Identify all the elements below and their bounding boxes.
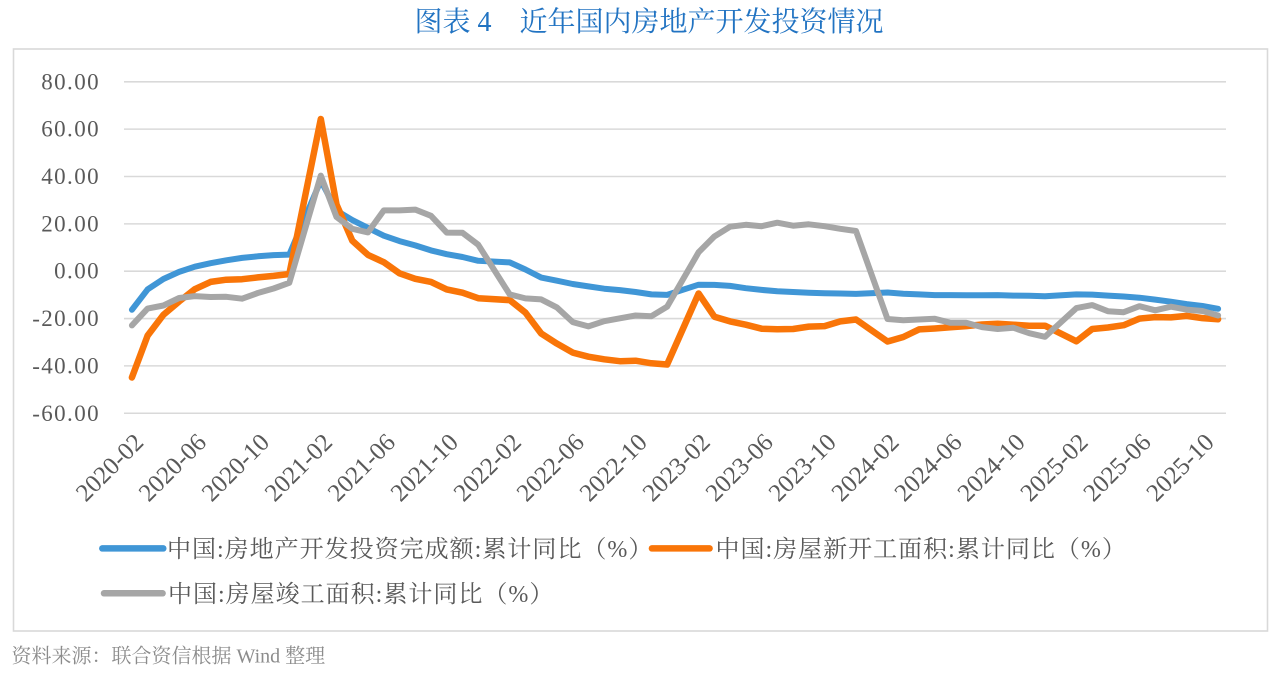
svg-text:2021-02: 2021-02 (260, 429, 338, 507)
svg-text:2024-10: 2024-10 (953, 429, 1031, 507)
svg-text:中国:房地产开发投资完成额:累计同比（%）: 中国:房地产开发投资完成额:累计同比（%） (167, 529, 653, 564)
svg-text:2024-06: 2024-06 (890, 429, 968, 507)
svg-text:2022-02: 2022-02 (449, 429, 527, 507)
svg-text:0.00: 0.00 (54, 259, 100, 284)
svg-text:2025-06: 2025-06 (1079, 429, 1157, 507)
svg-text:40.00: 40.00 (41, 164, 100, 189)
svg-text:2021-06: 2021-06 (323, 429, 401, 507)
svg-text:-60.00: -60.00 (32, 401, 100, 426)
svg-text:2023-10: 2023-10 (764, 429, 842, 507)
svg-text:80.00: 80.00 (41, 69, 100, 94)
svg-text:中国:房屋新开工面积:累计同比（%）: 中国:房屋新开工面积:累计同比（%） (716, 529, 1127, 564)
svg-text:中国:房屋竣工面积:累计同比（%）: 中国:房屋竣工面积:累计同比（%） (168, 574, 554, 609)
svg-text:-20.00: -20.00 (32, 306, 100, 331)
svg-text:2020-10: 2020-10 (197, 429, 275, 507)
svg-text:20.00: 20.00 (41, 211, 100, 236)
svg-text:-40.00: -40.00 (32, 353, 100, 378)
svg-text:资料来源：联合资信根据 Wind 整理: 资料来源：联合资信根据 Wind 整理 (12, 640, 326, 669)
svg-text:2023-02: 2023-02 (638, 429, 716, 507)
svg-text:2023-06: 2023-06 (701, 429, 779, 507)
svg-text:图表 4 近年国内房地产开发投资情况: 图表 4 近年国内房地产开发投资情况 (414, 0, 883, 40)
svg-text:2022-06: 2022-06 (512, 429, 590, 507)
svg-text:60.00: 60.00 (41, 117, 100, 142)
svg-text:2025-02: 2025-02 (1016, 429, 1094, 507)
svg-text:2025-10: 2025-10 (1142, 429, 1220, 507)
svg-text:2020-02: 2020-02 (71, 429, 149, 507)
svg-text:2022-10: 2022-10 (575, 429, 653, 507)
svg-text:2024-02: 2024-02 (827, 429, 905, 507)
svg-text:2020-06: 2020-06 (134, 429, 212, 507)
svg-text:2021-10: 2021-10 (386, 429, 464, 507)
